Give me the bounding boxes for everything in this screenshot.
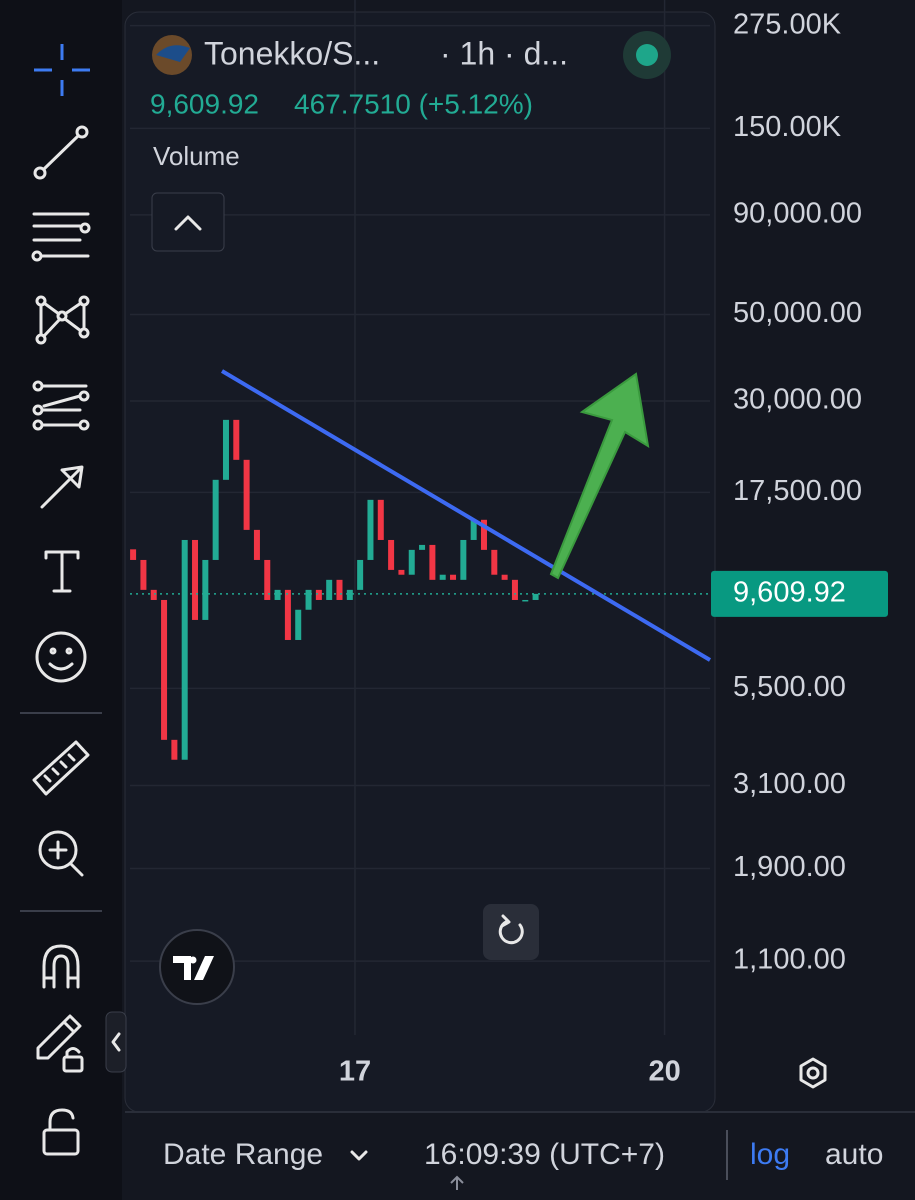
price: 9,609.92 [150, 88, 259, 119]
candle-body [222, 419, 229, 480]
candle-body [212, 479, 219, 560]
candle-body [264, 559, 271, 600]
candle-body [192, 539, 199, 620]
arrow-drawing [549, 372, 650, 580]
y-tick-label: 90,000.00 [733, 198, 862, 230]
y-tick-label: 3,100.00 [733, 768, 846, 800]
last-price-badge [711, 570, 888, 617]
candle-body [460, 539, 467, 580]
zoom-tool[interactable] [38, 830, 84, 877]
candle-body [336, 579, 343, 600]
candle-body [284, 589, 291, 640]
pattern-tool[interactable] [35, 295, 90, 345]
time-axis: 17 20 [339, 1056, 681, 1088]
candle-body [181, 539, 188, 760]
y-tick-label: 275.00K [733, 8, 842, 40]
candle-body [274, 589, 281, 600]
status-dot [636, 44, 658, 66]
candle-body [161, 599, 168, 740]
line-tool[interactable] [33, 125, 89, 180]
y-tick-label: 50,000.00 [733, 297, 862, 329]
tv-logo-art [173, 956, 214, 980]
candle-body [367, 499, 374, 560]
candle-body [419, 544, 426, 550]
candle-body [140, 559, 147, 590]
candle-body [429, 544, 436, 580]
candle-body [253, 529, 260, 560]
chevron-up [174, 215, 202, 231]
last-price-label: 9,609.92 [733, 577, 846, 609]
clock[interactable]: 16:09:39 (UTC+7) [424, 1138, 665, 1171]
candle-body [202, 559, 209, 620]
y-tick-label: 1,100.00 [733, 944, 846, 976]
collapse-button[interactable] [151, 192, 225, 252]
candle-body [522, 599, 529, 602]
crosshair-tool[interactable] [34, 44, 90, 96]
prediction-tool[interactable] [32, 380, 90, 431]
y-tick-label: 5,500.00 [733, 671, 846, 703]
candle-body [233, 419, 240, 460]
toolbar-toggle[interactable] [105, 1011, 127, 1073]
trend-line [220, 369, 712, 662]
volume-label: Volume [153, 141, 240, 171]
candle-body [511, 579, 518, 600]
candle-body [150, 589, 157, 600]
candle-body [501, 574, 508, 580]
candle-body [388, 539, 395, 570]
y-tick-label: 1,900.00 [733, 851, 846, 883]
candle-body [377, 499, 384, 540]
fib-tool[interactable] [31, 212, 91, 262]
candle-body [470, 519, 477, 540]
text-tool[interactable] [44, 550, 80, 593]
candle-body [315, 589, 322, 600]
arrow-tool[interactable] [40, 465, 84, 509]
candle-body [305, 589, 312, 610]
magnet-tool[interactable] [42, 944, 80, 989]
date-range[interactable]: Date Range [163, 1138, 323, 1171]
candle-body [480, 519, 487, 550]
candle-body [532, 593, 539, 600]
candle-body [439, 574, 446, 580]
toolbar [0, 0, 122, 1200]
plot-area [130, 419, 710, 760]
symbol[interactable]: Tonekko/S... [204, 35, 380, 71]
candle-body [357, 559, 364, 590]
chevron-left [111, 1032, 121, 1052]
candle-body [346, 589, 353, 600]
candle-body [491, 549, 498, 575]
emoji-tool[interactable] [35, 631, 87, 683]
candle-body [326, 579, 333, 600]
candle-body [243, 459, 250, 530]
interval[interactable]: · 1h · d... [440, 35, 568, 71]
symbol-icon-art [156, 45, 190, 62]
change: 467.7510 (+5.12%) [294, 88, 533, 119]
unlock-tool[interactable] [42, 1108, 80, 1156]
y-tick-label: 17,500.00 [733, 475, 862, 507]
candle-body [171, 739, 178, 760]
candle-body [130, 549, 137, 560]
auto-toggle[interactable]: auto [825, 1138, 883, 1171]
grid [130, 0, 710, 1035]
ruler-tool[interactable] [32, 740, 90, 796]
log-toggle[interactable]: log [750, 1138, 790, 1171]
reset-button[interactable] [483, 904, 539, 960]
settings-button[interactable] [799, 1057, 827, 1089]
candle-body [408, 549, 415, 575]
lock-drawings-tool[interactable] [36, 1014, 84, 1073]
tool-icons [20, 44, 102, 1156]
candle-body [398, 569, 405, 575]
x-tick-label: 20 [648, 1056, 680, 1088]
date-range-chevron [350, 1150, 368, 1161]
y-tick-label: 30,000.00 [733, 384, 862, 416]
y-tick-label: 150.00K [733, 111, 842, 143]
price-axis: 275.00K 150.00K 90,000.00 50,000.00 30,000.0… [711, 8, 888, 976]
candle-body [295, 609, 302, 640]
tv-logo[interactable] [159, 929, 235, 1005]
candle-body [450, 574, 457, 580]
x-tick-label: 17 [339, 1056, 371, 1088]
